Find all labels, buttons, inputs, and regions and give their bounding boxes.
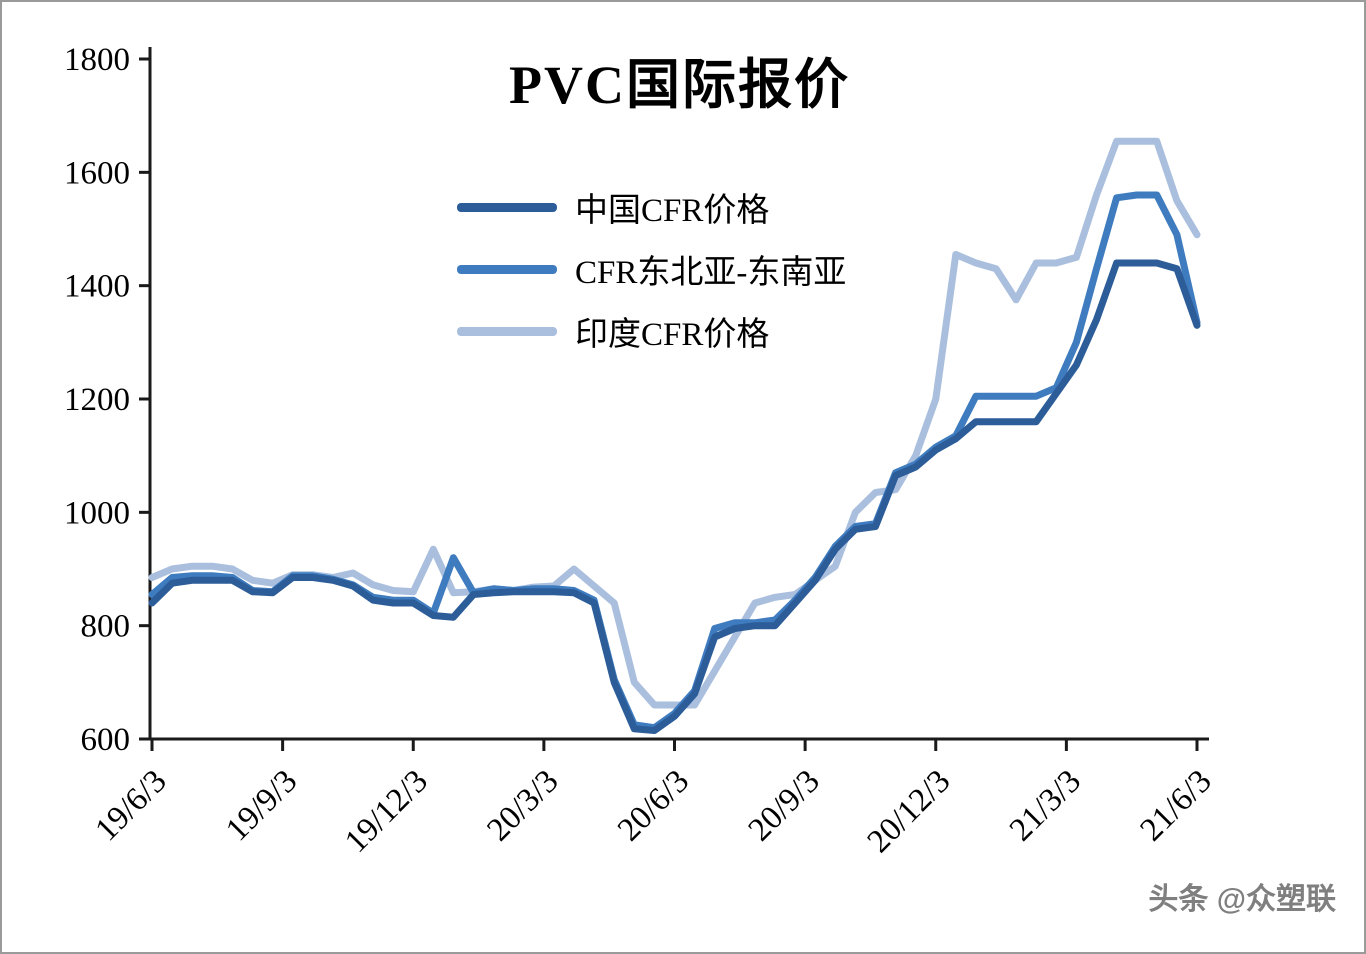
y-tick-label: 1400	[64, 269, 130, 305]
y-tick-label: 600	[81, 722, 131, 758]
legend-item: 中国CFR价格	[457, 186, 846, 229]
legend-item: CFR东北亚-东南亚	[457, 248, 847, 291]
series-line	[148, 259, 1201, 734]
legend-label: 印度CFR价格	[575, 317, 770, 353]
y-tick-label: 1800	[64, 42, 130, 78]
x-tick-label: 19/12/3	[338, 763, 435, 860]
legend-swatch	[457, 264, 557, 274]
x-tick-label: 20/12/3	[861, 763, 958, 860]
x-tick-label: 21/6/3	[1134, 763, 1219, 848]
legend-swatch	[457, 202, 557, 212]
x-tick-label: 20/6/3	[611, 763, 696, 848]
y-tick-label: 800	[81, 609, 131, 645]
x-tick-label: 19/9/3	[219, 763, 304, 848]
y-tick-label: 1200	[64, 382, 130, 418]
y-tick-label: 1000	[64, 495, 130, 531]
legend-label: 中国CFR价格	[575, 193, 770, 229]
legend-item: 印度CFR价格	[457, 310, 846, 353]
x-tick-label: 20/3/3	[480, 763, 565, 848]
x-tick-label: 21/3/3	[1003, 763, 1088, 848]
legend-label: CFR东北亚-东南亚	[575, 255, 847, 291]
x-tick-label: 20/9/3	[742, 763, 827, 848]
chart-title: PVC国际报价	[509, 55, 850, 115]
chart-legend: 中国CFR价格 CFR东北亚-东南亚 印度CFR价格	[457, 186, 846, 372]
legend-swatch	[457, 326, 557, 336]
y-tick-label: 1600	[64, 155, 130, 191]
watermark: 头条 @众塑联	[1148, 883, 1336, 916]
x-tick-label: 19/6/3	[89, 763, 174, 848]
